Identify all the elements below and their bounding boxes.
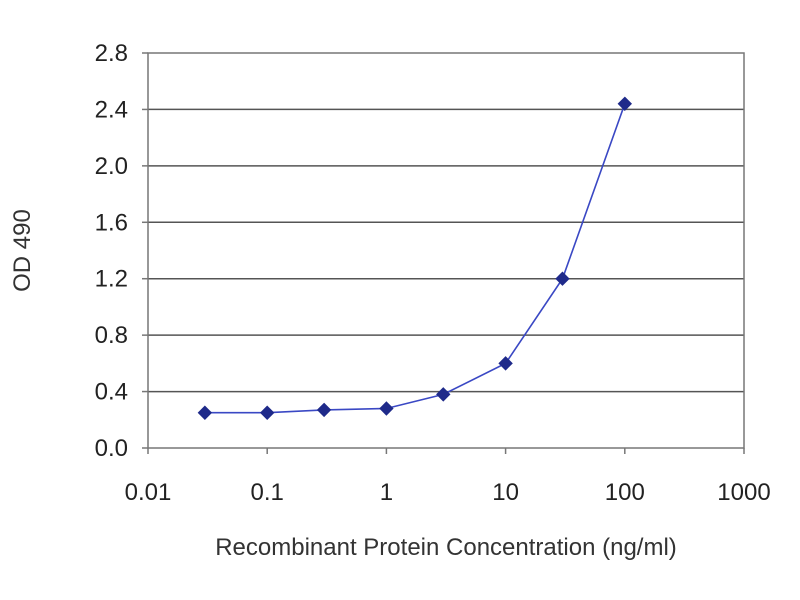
y-tick-label: 1.2 — [95, 266, 128, 293]
y-axis-title: OD 490 — [9, 209, 36, 292]
axis-ticks: 0.0 0.4 0.8 1.2 1.6 2.0 2.4 2.8 0.01 0.1 1 10 100 100… — [95, 40, 771, 506]
x-axis-title: Recombinant Protein Concentration (ng/ml… — [215, 534, 677, 561]
data-point — [555, 271, 570, 286]
y-tick-label: 2.8 — [95, 40, 128, 67]
y-tick-label: 0.4 — [95, 379, 128, 406]
y-tick-label: 0.0 — [95, 435, 128, 462]
data-point — [197, 405, 213, 420]
series-line — [204, 103, 626, 414]
x-tick-label: 0.1 — [251, 479, 284, 506]
series — [197, 96, 633, 420]
grid-lines — [148, 108, 744, 393]
data-point — [436, 387, 451, 402]
plot-area — [147, 52, 745, 449]
data-point — [259, 405, 275, 420]
x-tick-label: 0.01 — [125, 479, 172, 506]
y-tick-label: 1.6 — [95, 209, 128, 236]
x-tick-label: 1 — [380, 479, 393, 506]
data-point — [498, 356, 513, 371]
x-tick-label: 1000 — [717, 479, 770, 506]
data-point — [316, 402, 332, 418]
y-tick-label: 2.0 — [95, 153, 128, 180]
y-tick-label: 0.8 — [95, 322, 128, 349]
y-tick-label: 2.4 — [95, 96, 128, 123]
data-point — [617, 96, 633, 111]
x-tick-label: 100 — [605, 479, 645, 506]
x-tick-label: 10 — [492, 479, 519, 506]
data-point — [379, 401, 394, 416]
